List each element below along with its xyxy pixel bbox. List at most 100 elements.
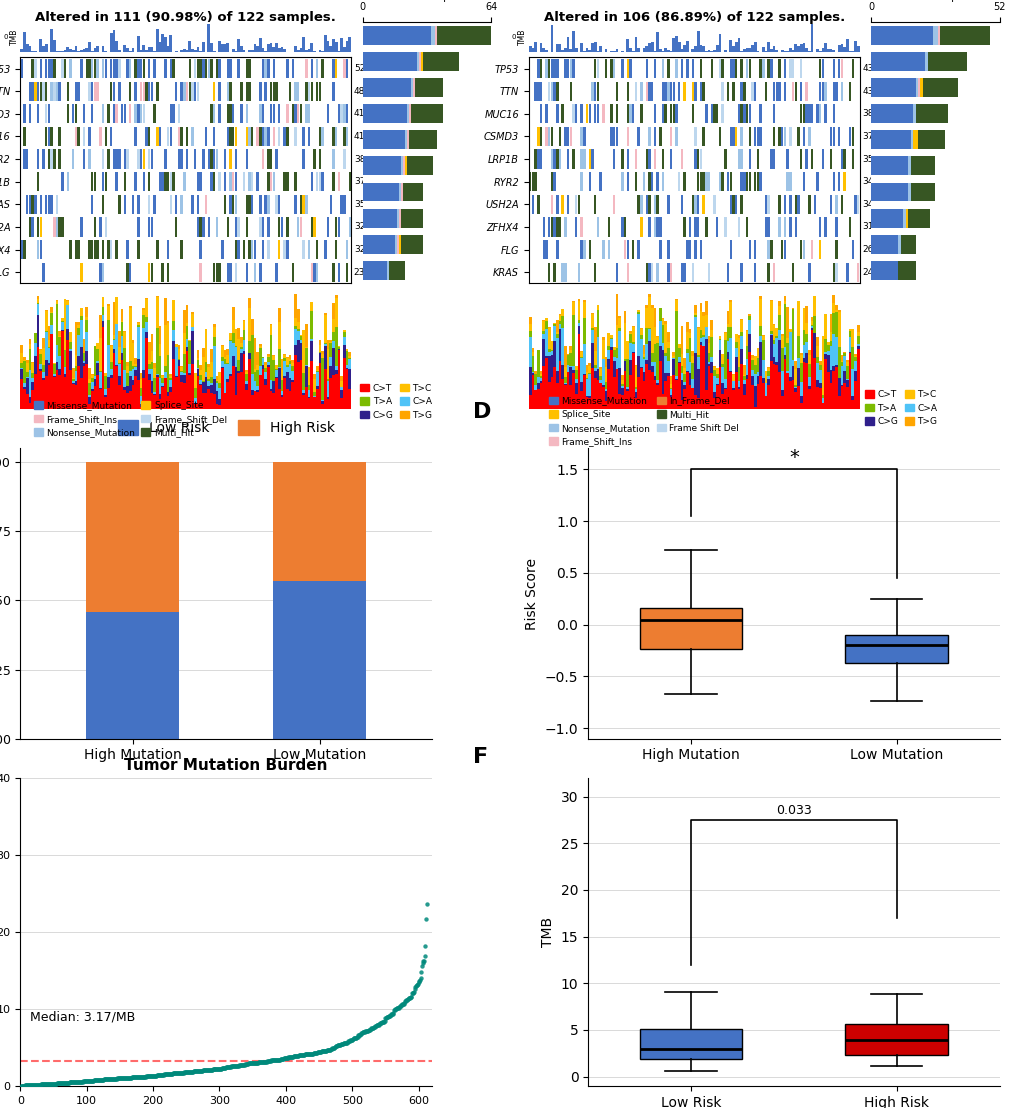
Bar xyxy=(280,217,283,236)
Bar xyxy=(807,365,810,377)
Bar xyxy=(591,328,593,330)
Point xyxy=(194,1061,210,1079)
Bar xyxy=(256,172,259,192)
Bar xyxy=(807,350,810,355)
Bar xyxy=(621,396,623,409)
Bar xyxy=(94,82,96,101)
Bar xyxy=(32,195,34,214)
Bar xyxy=(177,345,180,349)
Bar xyxy=(251,195,253,214)
Point xyxy=(288,1047,305,1065)
Bar xyxy=(707,362,710,363)
Title: Altered in 106 (86.89%) of 122 samples.: Altered in 106 (86.89%) of 122 samples. xyxy=(543,11,844,24)
Point xyxy=(86,1071,102,1089)
Bar xyxy=(151,362,153,369)
Bar xyxy=(218,172,221,192)
Point xyxy=(356,1024,372,1042)
Point xyxy=(371,1016,387,1034)
Bar xyxy=(621,217,623,236)
Bar xyxy=(137,104,140,123)
Point xyxy=(395,995,412,1013)
Bar xyxy=(234,172,236,192)
Bar xyxy=(851,397,853,400)
Bar xyxy=(542,339,544,367)
Bar xyxy=(774,338,777,362)
Bar xyxy=(637,356,639,377)
Bar xyxy=(531,356,534,372)
Bar xyxy=(259,349,262,367)
Bar xyxy=(128,308,131,361)
Bar xyxy=(826,356,828,372)
Bar xyxy=(112,335,115,339)
Bar xyxy=(797,195,799,214)
Bar xyxy=(777,300,781,306)
Bar xyxy=(297,217,300,236)
Bar xyxy=(612,361,614,377)
Bar xyxy=(86,331,88,351)
Bar xyxy=(107,304,110,306)
Point xyxy=(123,1069,140,1087)
Bar xyxy=(110,378,112,409)
Bar xyxy=(128,361,131,370)
Bar xyxy=(34,342,37,356)
Bar xyxy=(583,301,585,318)
Bar xyxy=(112,301,115,335)
Bar xyxy=(169,375,172,377)
Bar xyxy=(789,127,791,146)
Bar xyxy=(102,240,104,259)
Bar xyxy=(223,43,226,52)
Bar xyxy=(936,25,940,44)
Bar xyxy=(64,50,66,52)
Point xyxy=(290,1047,307,1065)
Bar xyxy=(683,45,686,52)
Bar xyxy=(715,386,717,409)
Bar xyxy=(621,172,623,192)
Bar xyxy=(534,375,536,384)
Bar xyxy=(177,349,180,359)
Bar xyxy=(102,195,104,214)
Point xyxy=(67,1074,84,1091)
Bar xyxy=(853,371,856,381)
Bar xyxy=(205,127,207,146)
Bar xyxy=(539,378,542,381)
Bar xyxy=(799,59,802,79)
Bar xyxy=(835,240,837,259)
Point xyxy=(78,1073,95,1090)
Bar xyxy=(572,31,575,52)
Bar xyxy=(135,104,137,123)
Bar xyxy=(94,379,96,386)
Point xyxy=(19,1077,36,1095)
Point xyxy=(211,1060,227,1078)
Bar xyxy=(781,397,783,409)
Bar xyxy=(742,383,745,394)
Bar xyxy=(758,299,761,326)
Bar xyxy=(283,172,285,192)
Bar xyxy=(634,172,637,192)
Point xyxy=(322,1040,338,1058)
Bar xyxy=(237,371,239,373)
PathPatch shape xyxy=(845,635,948,663)
Point xyxy=(184,1063,201,1080)
Bar xyxy=(688,329,691,334)
Bar xyxy=(118,195,120,214)
Bar xyxy=(164,172,166,192)
Bar xyxy=(704,327,707,339)
Bar xyxy=(131,369,135,380)
Bar xyxy=(632,240,634,259)
Bar xyxy=(583,127,585,146)
Bar xyxy=(231,195,234,214)
Bar xyxy=(607,347,609,349)
Bar xyxy=(583,51,585,52)
Bar xyxy=(131,380,135,384)
Bar xyxy=(207,386,210,389)
Bar xyxy=(288,391,291,409)
Bar xyxy=(205,393,207,409)
Point xyxy=(49,1075,65,1092)
Bar xyxy=(769,361,772,409)
Bar xyxy=(264,361,267,365)
Bar xyxy=(91,59,94,79)
Bar xyxy=(326,400,329,409)
Bar xyxy=(829,150,832,168)
Bar xyxy=(126,361,128,366)
Bar xyxy=(678,357,680,361)
